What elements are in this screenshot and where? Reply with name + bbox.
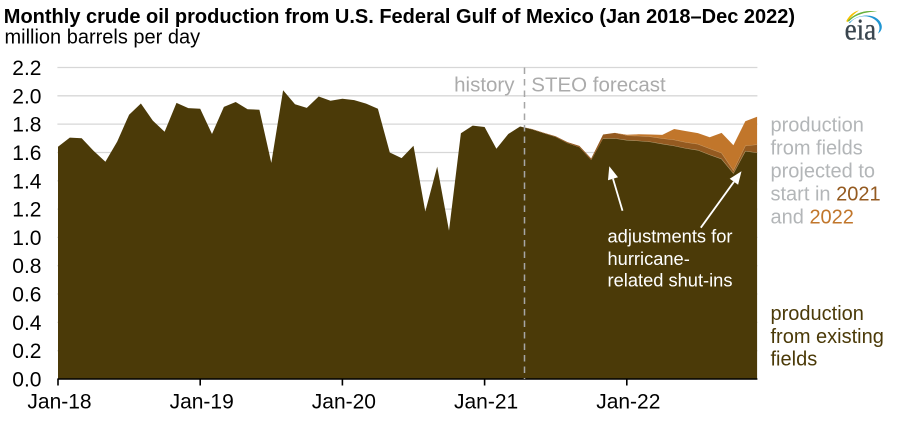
svg-text:projected to: projected to [771, 161, 876, 183]
svg-text:0.6: 0.6 [12, 284, 41, 307]
svg-text:related shut-ins: related shut-ins [608, 270, 733, 291]
svg-text:Jan-19: Jan-19 [170, 391, 234, 414]
svg-text:eia: eia [845, 13, 877, 47]
svg-text:fields: fields [771, 349, 818, 371]
svg-text:million barrels per day: million barrels per day [5, 27, 201, 49]
svg-text:Jan-18: Jan-18 [27, 391, 91, 414]
svg-text:hurricane-: hurricane- [608, 248, 690, 269]
svg-text:history: history [454, 73, 515, 96]
svg-text:1.4: 1.4 [12, 170, 42, 193]
svg-text:STEO forecast: STEO forecast [531, 73, 666, 96]
svg-text:1.6: 1.6 [12, 142, 41, 165]
svg-text:0.0: 0.0 [12, 369, 41, 392]
svg-text:and 2022: and 2022 [771, 207, 854, 229]
svg-text:Monthly crude oil production f: Monthly crude oil production from U.S. F… [4, 6, 795, 28]
svg-text:from existing: from existing [771, 326, 884, 348]
svg-text:start in 2021: start in 2021 [771, 184, 881, 206]
svg-text:production: production [771, 115, 864, 137]
svg-text:1.0: 1.0 [12, 227, 41, 250]
svg-text:Jan-20: Jan-20 [312, 391, 376, 414]
svg-text:1.8: 1.8 [12, 114, 41, 137]
svg-text:production: production [771, 303, 864, 325]
svg-text:1.2: 1.2 [12, 199, 41, 222]
svg-text:0.2: 0.2 [12, 340, 41, 363]
svg-text:from fields: from fields [771, 138, 863, 160]
svg-text:adjustments for: adjustments for [608, 226, 733, 247]
svg-text:0.8: 0.8 [12, 255, 41, 278]
svg-text:Jan-21: Jan-21 [454, 391, 518, 414]
svg-text:0.4: 0.4 [12, 312, 42, 335]
svg-text:Jan-22: Jan-22 [596, 391, 660, 414]
svg-text:2.2: 2.2 [12, 57, 41, 80]
svg-text:2.0: 2.0 [12, 85, 41, 108]
